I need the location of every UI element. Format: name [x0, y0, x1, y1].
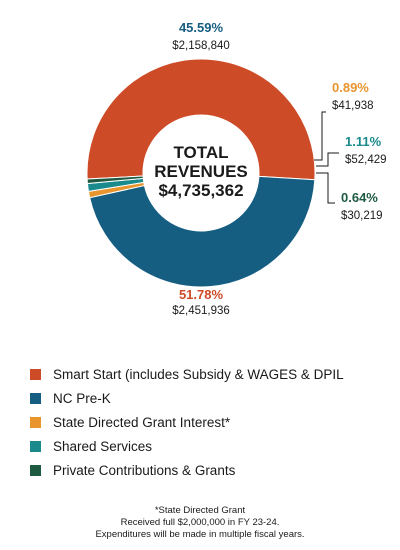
legend-item-4: Private Contributions & Grants — [30, 458, 390, 482]
footnote-line3: Expenditures will be made in multiple fi… — [95, 529, 305, 540]
amount-label-3: $52,429 — [345, 154, 387, 166]
slice-1 — [89, 175, 316, 288]
legend-swatch — [30, 392, 41, 404]
amount-label-4: $30,219 — [341, 210, 383, 222]
legend-item-1: NC Pre-K — [30, 386, 390, 410]
legend-label: State Directed Grant Interest* — [53, 414, 231, 430]
leader-line-2 — [314, 111, 326, 161]
legend-swatch — [30, 368, 41, 380]
leader-line-3 — [316, 152, 339, 167]
footnote-line2: Received full $2,000,000 in FY 23-24. — [120, 517, 280, 528]
footnote: *State Directed Grant Received full $2,0… — [0, 505, 400, 541]
legend-label: Shared Services — [53, 438, 153, 454]
revenue-donut-chart: 51.78% $2,451,936 45.59% $2,158,840 0.89% $41… — [86, 20, 387, 317]
footnote-line1: *State Directed Grant — [154, 505, 246, 516]
amount-label-0: $2,451,936 — [172, 305, 230, 317]
percent-label-1: 45.59% — [179, 20, 224, 35]
percent-label-4: 0.64% — [341, 190, 378, 205]
legend-item-0: Smart Start (includes Subsidy & WAGES & … — [30, 362, 390, 386]
legend-swatch — [30, 440, 41, 452]
legend-item-2: State Directed Grant Interest* — [30, 410, 390, 434]
percent-label-0: 51.78% — [179, 287, 224, 302]
leader-line-4 — [316, 172, 335, 204]
chart-legend: Smart Start (includes Subsidy & WAGES & … — [30, 362, 390, 482]
legend-swatch — [30, 464, 41, 476]
amount-label-2: $41,938 — [332, 100, 374, 112]
legend-label: Smart Start (includes Subsidy & WAGES & … — [53, 366, 344, 382]
slice-4 — [86, 175, 144, 185]
center-label-line2: REVENUES — [154, 162, 248, 181]
legend-item-3: Shared Services — [30, 434, 390, 458]
legend-swatch — [30, 416, 41, 428]
legend-label: NC Pre-K — [53, 390, 111, 406]
percent-label-2: 0.89% — [332, 80, 369, 95]
slice-0 — [86, 58, 316, 181]
center-label-total: $4,735,362 — [158, 181, 243, 200]
percent-label-3: 1.11% — [345, 134, 382, 149]
amount-label-1: $2,158,840 — [172, 40, 230, 52]
center-label-line1: TOTAL — [173, 143, 228, 162]
legend-label: Private Contributions & Grants — [53, 462, 236, 478]
